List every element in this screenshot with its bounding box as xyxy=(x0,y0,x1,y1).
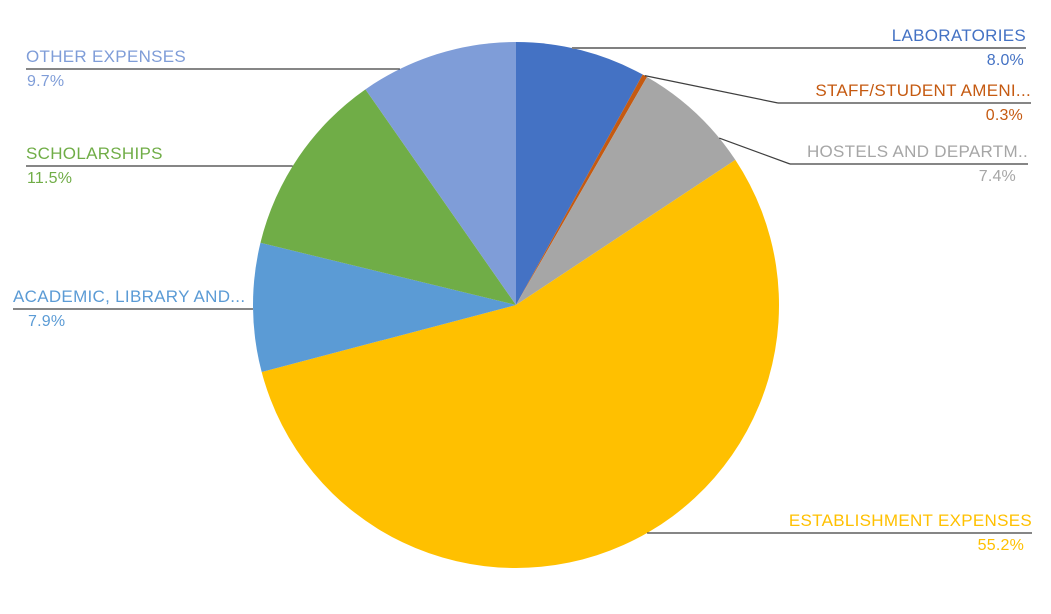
leader-line xyxy=(644,75,779,104)
pie-slice-scholarships[interactable] xyxy=(260,89,516,305)
leader-line xyxy=(718,137,791,165)
pie-slice-academic-library-and[interactable] xyxy=(253,242,516,372)
pie-slice-establishment-expenses[interactable] xyxy=(261,159,780,569)
pie-slice-hostels-and-departm[interactable] xyxy=(516,76,736,306)
pie-slice-other-expenses[interactable] xyxy=(365,42,516,305)
pie-slice-laboratories[interactable] xyxy=(516,42,643,305)
pie-slice-staff-student-ameni[interactable] xyxy=(516,74,648,305)
